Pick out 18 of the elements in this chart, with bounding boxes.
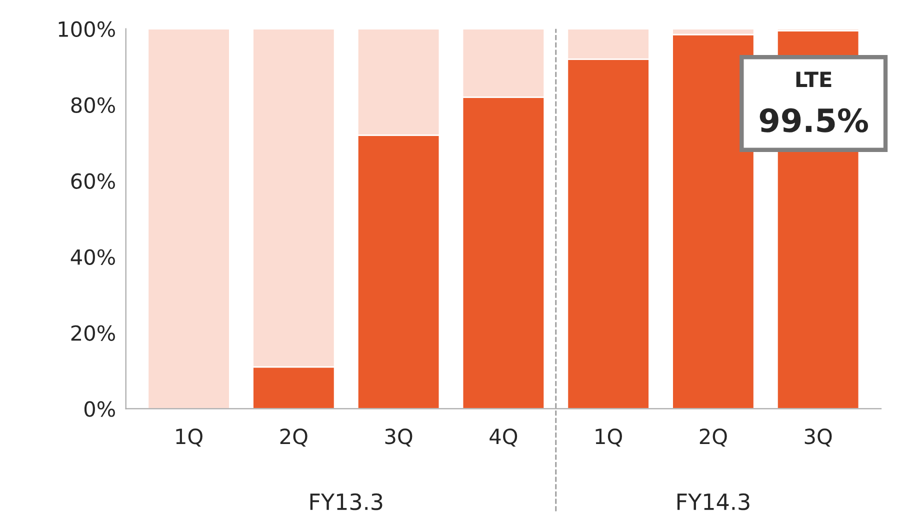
y-tick-label: 60% [71,173,115,189]
x-tick-label: 3Q [804,428,832,447]
x-tick-label: 1Q [176,428,202,447]
y-tick-label: 0% [84,401,115,417]
x-tick-label: 1Q [596,428,622,447]
x-tick-label: 2Q [280,428,308,447]
annotation: LTE [796,72,832,87]
y-tick-label: 80% [71,97,115,114]
bar [147,28,230,409]
x-tick-label: 3Q [385,428,412,447]
annotation: 99.5% [760,108,868,132]
y-tick-label: 100% [58,21,115,38]
y-tick-label: 40% [70,249,115,265]
x-tick-label: 4Q [490,428,518,447]
text: FY14.3 [677,493,750,510]
y-tick-label: 20% [71,325,115,341]
text: FY13.3 [310,493,382,510]
x-tick-label: 2Q [700,428,727,447]
